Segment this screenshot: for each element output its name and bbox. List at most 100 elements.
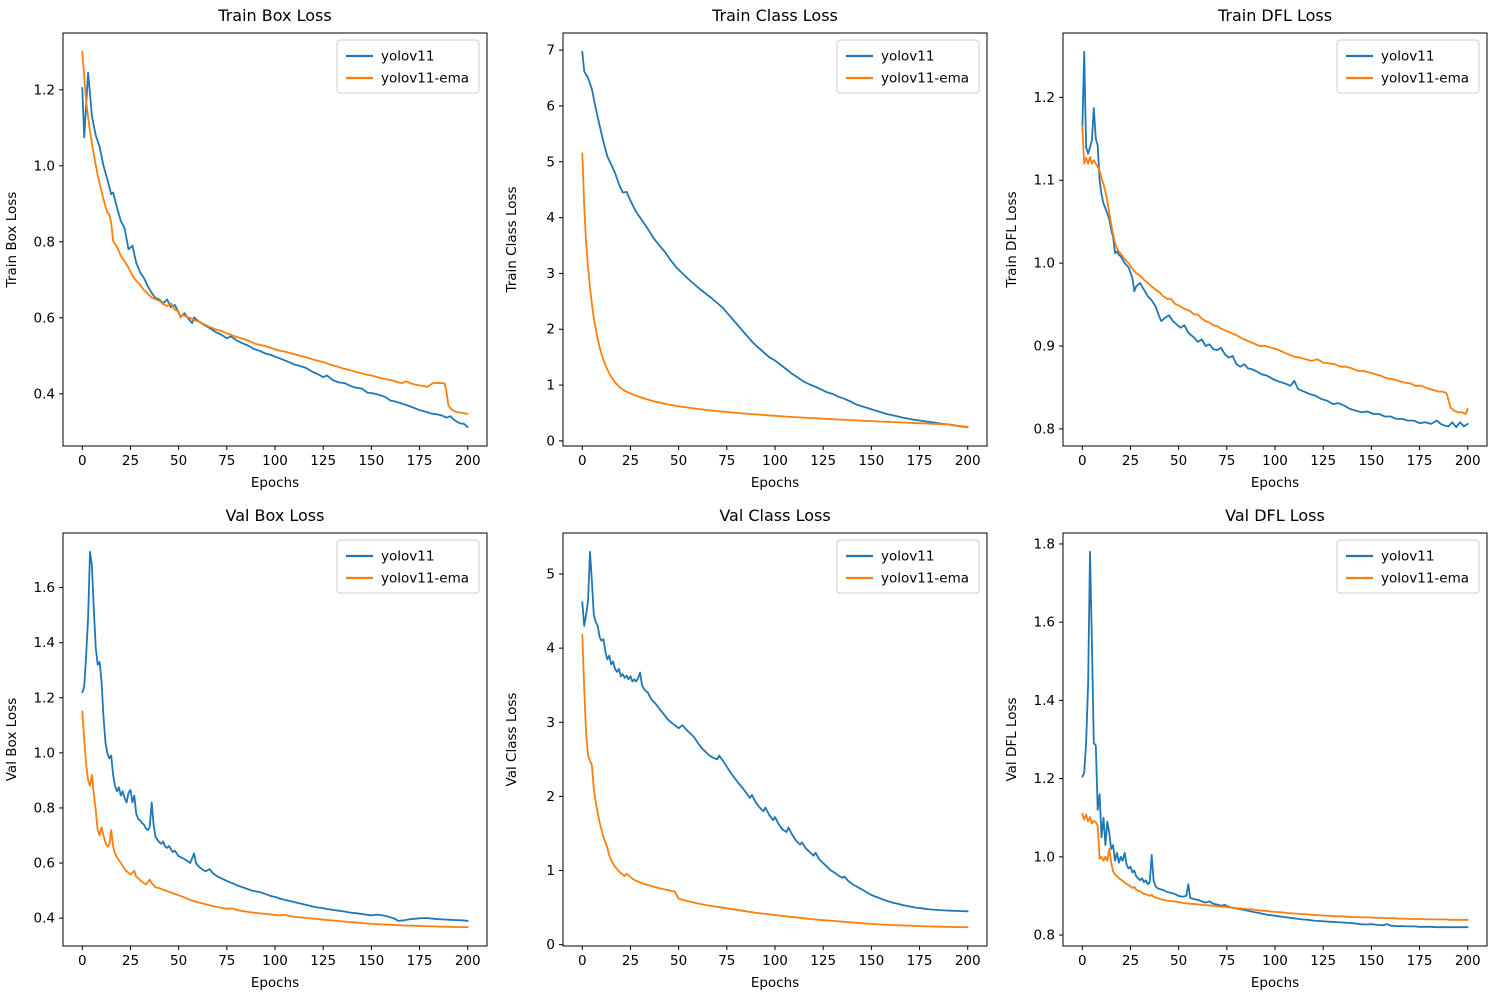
series-line-yolov11 xyxy=(1081,550,1469,929)
y-tick-label: 4 xyxy=(546,641,555,657)
y-axis-label: Train Class Loss xyxy=(504,186,520,293)
x-tick-label: 75 xyxy=(1218,953,1235,969)
x-tick-label: 200 xyxy=(455,453,481,469)
x-tick-label: 0 xyxy=(1078,953,1087,969)
x-tick-label: 50 xyxy=(1170,453,1187,469)
x-axis-label: Epochs xyxy=(251,475,299,491)
x-tick-label: 200 xyxy=(455,953,481,969)
y-tick-label: 1 xyxy=(546,378,555,394)
chart-title: Val DFL Loss xyxy=(1225,506,1325,525)
y-axis-label: Val DFL Loss xyxy=(1004,697,1020,781)
series-line-yolov11-ema xyxy=(1081,125,1469,415)
x-tick-label: 50 xyxy=(170,453,187,469)
x-tick-label: 75 xyxy=(718,953,735,969)
y-tick-label: 0 xyxy=(546,937,555,953)
y-tick-label: 1.8 xyxy=(1034,536,1055,552)
y-tick-label: 1.0 xyxy=(34,745,55,761)
x-tick-label: 200 xyxy=(1455,953,1481,969)
x-tick-label: 175 xyxy=(1407,453,1433,469)
x-tick-label: 50 xyxy=(170,953,187,969)
axes-spines xyxy=(1062,32,1488,447)
y-tick-label: 1.2 xyxy=(34,82,55,98)
y-tick-label: 4 xyxy=(546,210,555,226)
x-tick-label: 200 xyxy=(955,453,981,469)
x-tick-label: 0 xyxy=(578,453,587,469)
x-tick-label: 175 xyxy=(1407,953,1433,969)
chart-title: Train Class Loss xyxy=(711,6,838,25)
x-tick-label: 50 xyxy=(670,953,687,969)
axes-spines xyxy=(1062,532,1488,947)
legend-box xyxy=(836,39,980,94)
y-axis-label: Train DFL Loss xyxy=(1004,191,1020,288)
chart-title: Val Box Loss xyxy=(226,506,325,525)
series-line-yolov11-ema xyxy=(81,50,469,415)
series-line-yolov11 xyxy=(81,71,469,429)
y-tick-label: 1.6 xyxy=(1034,615,1055,631)
x-axis-label: Epochs xyxy=(751,475,799,491)
x-tick-label: 125 xyxy=(1310,453,1336,469)
axes-spines xyxy=(562,532,988,947)
y-tick-label: 6 xyxy=(546,98,555,114)
x-axis-label: Epochs xyxy=(751,975,799,991)
legend-label: yolov11-ema xyxy=(1381,71,1469,87)
axes-spines xyxy=(62,532,488,947)
x-tick-label: 200 xyxy=(1455,453,1481,469)
y-tick-label: 1.1 xyxy=(1034,173,1055,189)
series-line-yolov11-ema xyxy=(581,633,969,929)
x-axis-label: Epochs xyxy=(251,975,299,991)
legend-label: yolov11-ema xyxy=(1381,571,1469,587)
y-axis-label: Val Box Loss xyxy=(4,698,20,782)
y-tick-label: 1.2 xyxy=(34,690,55,706)
legend-label: yolov11 xyxy=(381,49,434,65)
y-tick-label: 0.6 xyxy=(34,856,55,872)
chart-title: Train Box Loss xyxy=(217,6,331,25)
chart-train-dfl-loss: 0 25 50 75 100 125 150 175 200 0.8 0.9 1.0 1.1 1.2 Tra… xyxy=(1000,0,1500,500)
legend-label: yolov11-ema xyxy=(881,571,969,587)
series-line-yolov11 xyxy=(81,550,469,922)
chart-val-class-loss: 0 25 50 75 100 125 150 175 200 0 1 2 3 4 5 Val Class Lo… xyxy=(500,500,1000,1000)
y-tick-label: 1.6 xyxy=(34,580,55,596)
x-tick-label: 125 xyxy=(310,453,336,469)
x-tick-label: 0 xyxy=(1078,453,1087,469)
x-tick-label: 75 xyxy=(218,953,235,969)
series-line-yolov11-ema xyxy=(1081,812,1469,921)
series-line-yolov11-ema xyxy=(581,152,969,429)
x-tick-label: 125 xyxy=(1310,953,1336,969)
y-tick-label: 2 xyxy=(546,789,555,805)
legend-label: yolov11 xyxy=(381,549,434,565)
y-tick-label: 5 xyxy=(546,567,555,583)
x-tick-label: 150 xyxy=(858,953,884,969)
legend-box xyxy=(1336,39,1480,94)
x-tick-label: 150 xyxy=(1358,453,1384,469)
y-tick-label: 3 xyxy=(546,266,555,282)
y-tick-label: 1.0 xyxy=(1034,849,1055,865)
x-tick-label: 25 xyxy=(622,453,639,469)
x-tick-label: 75 xyxy=(1218,453,1235,469)
legend-box xyxy=(1336,539,1480,594)
series-line-yolov11 xyxy=(581,50,969,428)
chart-title: Train DFL Loss xyxy=(1217,6,1332,25)
series-line-yolov11-ema xyxy=(81,710,469,929)
y-tick-label: 5 xyxy=(546,154,555,170)
x-tick-label: 150 xyxy=(858,453,884,469)
x-tick-label: 75 xyxy=(718,453,735,469)
y-tick-label: 1.0 xyxy=(34,158,55,174)
legend-label: yolov11 xyxy=(1381,49,1434,65)
y-tick-label: 0.9 xyxy=(1034,339,1055,355)
y-tick-label: 0.6 xyxy=(34,310,55,326)
chart-train-box-loss: 0 25 50 75 100 125 150 175 200 0.4 0.6 0.8 1.0 1.2 Tra… xyxy=(0,0,500,500)
chart-val-dfl-loss: 0 25 50 75 100 125 150 175 200 0.8 1.0 1.2 1.4 1.6 1.8… xyxy=(1000,500,1500,1000)
y-axis-label: Train Box Loss xyxy=(4,192,20,289)
y-tick-label: 0.4 xyxy=(34,386,55,402)
chart-title: Val Class Loss xyxy=(719,506,830,525)
y-tick-label: 0.8 xyxy=(34,800,55,816)
y-tick-label: 3 xyxy=(546,715,555,731)
y-axis-label: Val Class Loss xyxy=(504,693,520,787)
axes-spines xyxy=(62,32,488,447)
x-tick-label: 100 xyxy=(762,953,788,969)
x-tick-label: 100 xyxy=(1262,953,1288,969)
legend-box xyxy=(336,39,480,94)
x-axis-label: Epochs xyxy=(1251,475,1299,491)
legend-label: yolov11-ema xyxy=(381,71,469,87)
x-tick-label: 125 xyxy=(810,953,836,969)
